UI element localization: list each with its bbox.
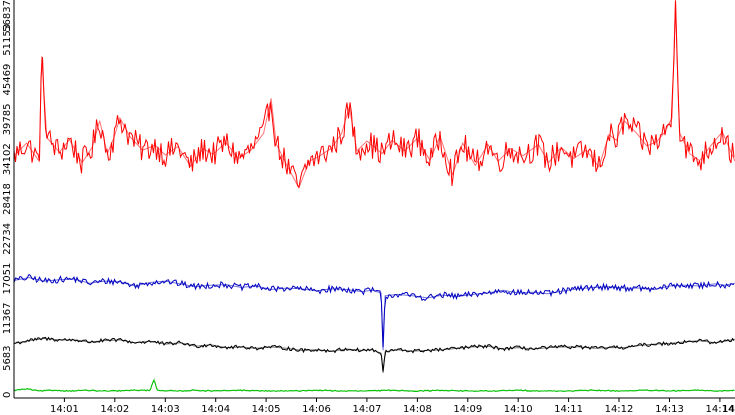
- x-tick-label: 14:03: [151, 404, 180, 415]
- x-tick-label: 14:12: [605, 404, 634, 415]
- y-tick-label: 39785: [2, 103, 13, 135]
- x-tick-label: 14:04: [201, 404, 230, 415]
- y-tick-label: 56837: [2, 0, 13, 32]
- x-tick-marks: [63, 398, 721, 402]
- series-layer: [13, 0, 735, 393]
- x-tick-label: 14: [722, 404, 735, 415]
- y-tick-label: 51153: [2, 24, 13, 56]
- x-tick-label: 14:05: [252, 404, 281, 415]
- x-tick-label: 14:14: [705, 404, 734, 415]
- x-tick-label: 14:09: [453, 404, 482, 415]
- y-tick-labels: 0 5683 11367 17051 22734 28418 34102 39785 45469…: [2, 0, 13, 398]
- series-peaks-2: [13, 277, 735, 351]
- x-tick-label: 14:01: [50, 404, 79, 415]
- x-tick-label: 14:08: [403, 404, 432, 415]
- y-tick-label: 45469: [2, 64, 13, 96]
- series-peaks-3: [13, 337, 735, 373]
- x-tick-label: 14:11: [554, 404, 583, 415]
- x-tick-labels: 14:01 14:02 14:03 14:04 14:05 14:06 14:07 14:08…: [50, 404, 735, 415]
- x-tick-label: 14:07: [352, 404, 381, 415]
- y-tick-label: 0: [2, 392, 13, 398]
- y-tick-label: 11367: [2, 302, 13, 334]
- y-tick-label: 17051: [2, 263, 13, 295]
- x-tick-label: 14:10: [504, 404, 533, 415]
- x-tick-label: 14:06: [302, 404, 331, 415]
- series-peaks-4: [13, 377, 735, 392]
- series-peaks-1: [13, 0, 735, 190]
- y-tick-label: 34102: [2, 143, 13, 175]
- x-tick-label: 14:02: [100, 404, 129, 415]
- x-tick-label: 14:13: [655, 404, 684, 415]
- y-tick-label: 28418: [2, 183, 13, 215]
- y-tick-label: 5683: [2, 345, 13, 370]
- y-tick-label: 22734: [2, 223, 13, 255]
